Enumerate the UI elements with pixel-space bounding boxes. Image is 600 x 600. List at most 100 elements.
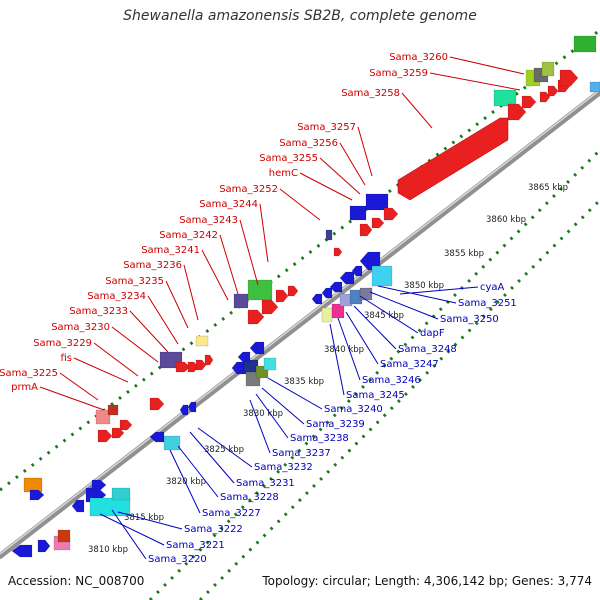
tick-3865-kbp: 3865 kbp [528,183,568,193]
label-sama-3251[interactable]: Sama_3251 [458,298,517,309]
gene-feature-65 [541,61,555,77]
dotted-boundary-2 [148,148,600,600]
gene-feature-42 [321,287,333,299]
label-sama-3244[interactable]: Sama_3244 [199,199,258,210]
label-sama-3241[interactable]: Sama_3241 [141,245,200,256]
label-sama-3242[interactable]: Sama_3242 [159,230,218,241]
gene-feature-3 [11,544,33,558]
gene-feature-1 [23,477,43,493]
leader-sama-3230 [111,326,159,363]
label-sama-3258[interactable]: Sama_3258 [341,88,400,99]
label-sama-3250[interactable]: Sama_3250 [440,314,499,325]
label-sama-3236[interactable]: Sama_3236 [123,260,182,271]
gene-feature-30 [237,351,251,363]
gene-feature-6 [57,529,71,543]
label-dapf[interactable]: dapF [420,328,445,339]
leader-sama-3241 [201,249,229,301]
gene-feature-53 [325,229,333,241]
leader-sama-3251 [377,285,457,304]
label-sama-3259[interactable]: Sama_3259 [369,68,428,79]
label-sama-3247[interactable]: Sama_3247 [380,359,439,370]
leader-sama-3259 [429,72,521,91]
label-sama-3260[interactable]: Sama_3260 [389,52,448,63]
leader-sama-3255 [319,157,361,195]
label-sama-3221[interactable]: Sama_3221 [166,540,225,551]
tick-3855-kbp: 3855 kbp [444,249,484,259]
label-cyaa[interactable]: cyaA [480,282,505,293]
label-sama-3240[interactable]: Sama_3240 [324,404,383,415]
label-sama-3227[interactable]: Sama_3227 [202,508,261,519]
label-sama-3234[interactable]: Sama_3234 [87,291,146,302]
label-sama-3233[interactable]: Sama_3233 [69,306,128,317]
label-sama-3256[interactable]: Sama_3256 [279,138,338,149]
gene-feature-50 [349,289,363,305]
label-sama-3235[interactable]: Sama_3235 [105,276,164,287]
gene-feature-66 [539,91,551,103]
dotted-boundaries [0,28,600,600]
backbone-highlight [0,89,600,555]
leader-hemc [299,172,353,201]
leader-sama-3222 [117,511,183,530]
label-sama-3243[interactable]: Sama_3243 [179,215,238,226]
gene-feature-55 [349,205,367,221]
label-sama-3225[interactable]: Sama_3225 [0,368,58,379]
accession-text: Accession: NC_008700 [8,574,145,588]
gene-feature-71 [589,81,600,93]
gene-feature-16 [119,419,133,431]
label-sama-3252[interactable]: Sama_3252 [219,184,278,195]
gene-feature-36 [247,279,273,301]
leader-sama-3257 [357,126,373,177]
label-sama-3255[interactable]: Sama_3255 [259,153,318,164]
leader-sama-3237 [249,399,271,454]
label-sama-3232[interactable]: Sama_3232 [254,462,313,473]
label-fis[interactable]: fis [60,353,72,364]
backbone-line [0,89,600,559]
gene-feature-4 [37,539,51,553]
genome-summary-text: Topology: circular; Length: 4,306,142 bp… [262,574,592,588]
leader-fis [73,357,129,383]
label-sama-3222[interactable]: Sama_3222 [184,524,243,535]
leader-sama-3233 [129,310,169,353]
label-sama-3220[interactable]: Sama_3220 [148,554,207,565]
leader-sama-3252 [279,188,321,221]
gene-feature-13 [107,404,119,416]
gene-feature-34 [263,357,277,371]
label-sama-3229[interactable]: Sama_3229 [33,338,92,349]
gene-feature-70 [573,35,597,53]
label-sama-3246[interactable]: Sama_3246 [362,375,421,386]
label-sama-3239[interactable]: Sama_3239 [306,419,365,430]
gene-feature-52 [371,265,393,287]
label-sama-3237[interactable]: Sama_3237 [272,448,331,459]
leader-sama-3242 [219,234,239,295]
leader-cyaa [399,286,479,295]
label-hemc[interactable]: hemC [269,168,298,179]
leader-sama-3250 [369,291,439,320]
gene-feature-31 [249,341,265,355]
leader-sama-3236 [183,264,199,321]
leader-sama-3227 [169,449,201,514]
leader-sama-3247 [345,311,379,365]
gene-feature-59 [383,207,399,221]
gene-feature-47 [321,307,333,323]
gene-feature-39 [275,289,289,303]
label-sama-3238[interactable]: Sama_3238 [290,433,349,444]
label-sama-3231[interactable]: Sama_3231 [236,478,295,489]
leader-sama-3228 [177,445,219,498]
tick-3820-kbp: 3820 kbp [166,477,206,487]
label-prma[interactable]: prmA [11,382,38,393]
label-sama-3257[interactable]: Sama_3257 [297,122,356,133]
leader-sama-3220 [111,509,147,560]
label-sama-3248[interactable]: Sama_3248 [398,344,457,355]
label-sama-3228[interactable]: Sama_3228 [220,492,279,503]
label-sama-3230[interactable]: Sama_3230 [51,322,110,333]
gene-feature-17 [149,397,165,411]
leader-sama-3244 [259,203,269,263]
gene-feature-14 [97,429,113,443]
gene-feature-69 [559,69,579,87]
label-sama-3245[interactable]: Sama_3245 [346,390,405,401]
dotted-boundary-1 [0,28,600,492]
leader-dapf [359,295,419,334]
map-title: Shewanella amazonensis SB2B, complete ge… [123,8,477,24]
